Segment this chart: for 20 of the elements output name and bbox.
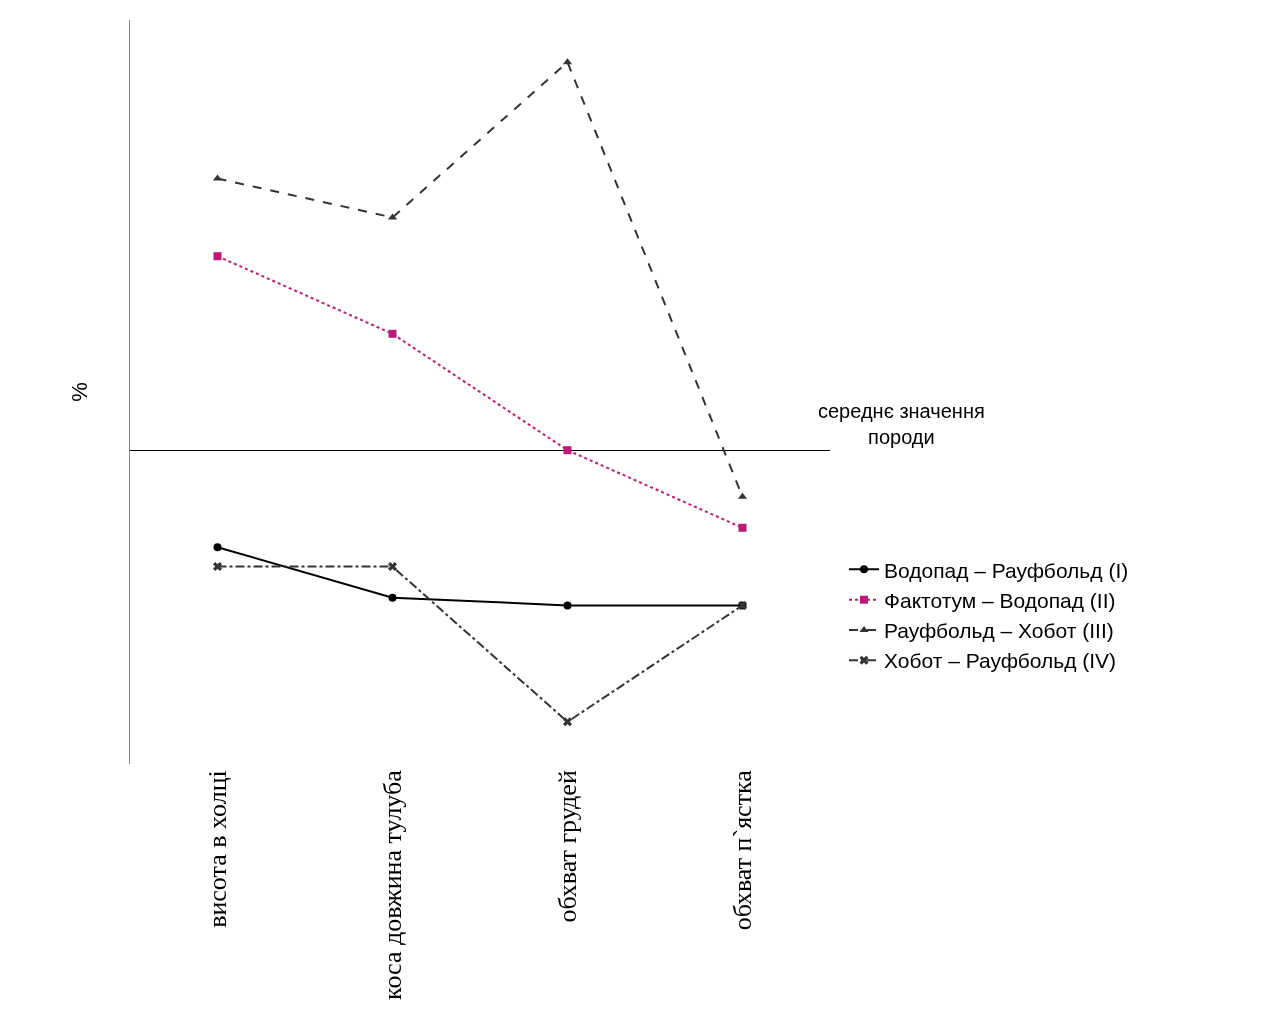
legend-label: Рауфбольд – Хобот (III) [884, 619, 1114, 643]
legend-label: Хобот – Рауфбольд (IV) [884, 649, 1117, 673]
point [563, 446, 572, 455]
point [213, 543, 222, 552]
point [562, 717, 573, 727]
point [212, 562, 223, 572]
point [563, 601, 572, 610]
point [387, 562, 398, 572]
x-tick-label: обхват грудей [552, 770, 582, 923]
point [388, 593, 397, 602]
legend-label: Водопад – Рауфбольд (I) [884, 558, 1129, 582]
annotation: середнє значення породи [818, 400, 985, 448]
legend-label: Фактотум – Водопад (II) [884, 588, 1116, 612]
x-tick-label: коса довжина тулуба [377, 769, 407, 1000]
point [213, 252, 222, 261]
y-axis-title: % [67, 382, 92, 402]
x-tick-label: висота в холці [202, 770, 232, 928]
point [388, 329, 397, 338]
x-tick-label: обхват п`ястка [727, 769, 757, 931]
point [738, 523, 747, 532]
